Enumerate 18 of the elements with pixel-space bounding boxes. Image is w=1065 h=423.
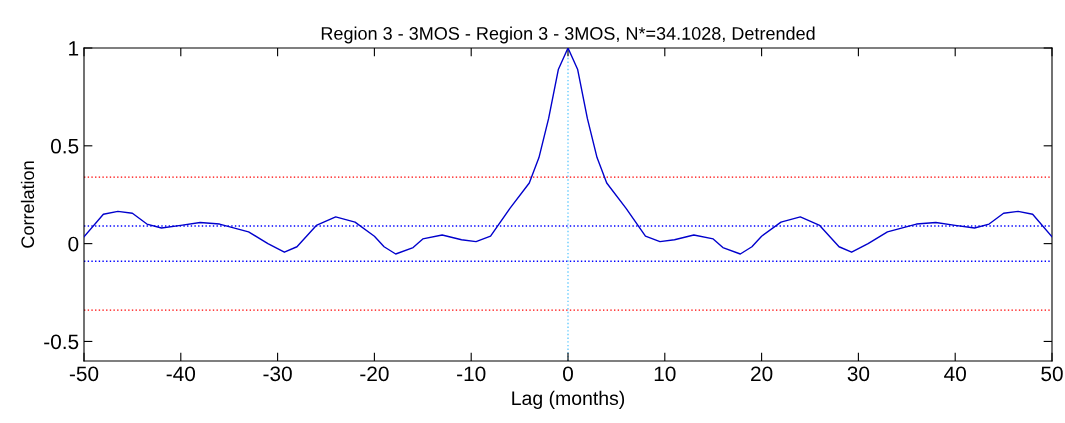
x-tick-label: -20 <box>360 366 389 382</box>
x-tick-label: 30 <box>847 366 870 382</box>
x-tick-label: 20 <box>751 366 773 382</box>
y-tick-label: 0.5 <box>50 138 79 154</box>
x-tick-label: -10 <box>457 366 486 382</box>
x-tick-label: -30 <box>263 366 292 382</box>
y-axis-title: Correlation <box>20 161 35 248</box>
y-tick-label: -0.5 <box>44 334 79 350</box>
x-tick-label: -50 <box>69 366 99 382</box>
x-tick-label: 40 <box>944 366 966 382</box>
x-axis-title: Lag (months) <box>512 390 625 409</box>
y-tick-label: 1 <box>69 41 79 56</box>
y-tick-label: 0 <box>68 236 79 252</box>
x-tick-label: 50 <box>1041 366 1063 382</box>
x-tick-label: 0 <box>563 366 573 382</box>
x-tick-label: 10 <box>654 366 676 382</box>
x-tick-label: -40 <box>166 366 196 382</box>
chart-title: Region 3 - 3MOS - Region 3 - 3MOS, N*=34.1028, Detrended <box>321 26 815 44</box>
